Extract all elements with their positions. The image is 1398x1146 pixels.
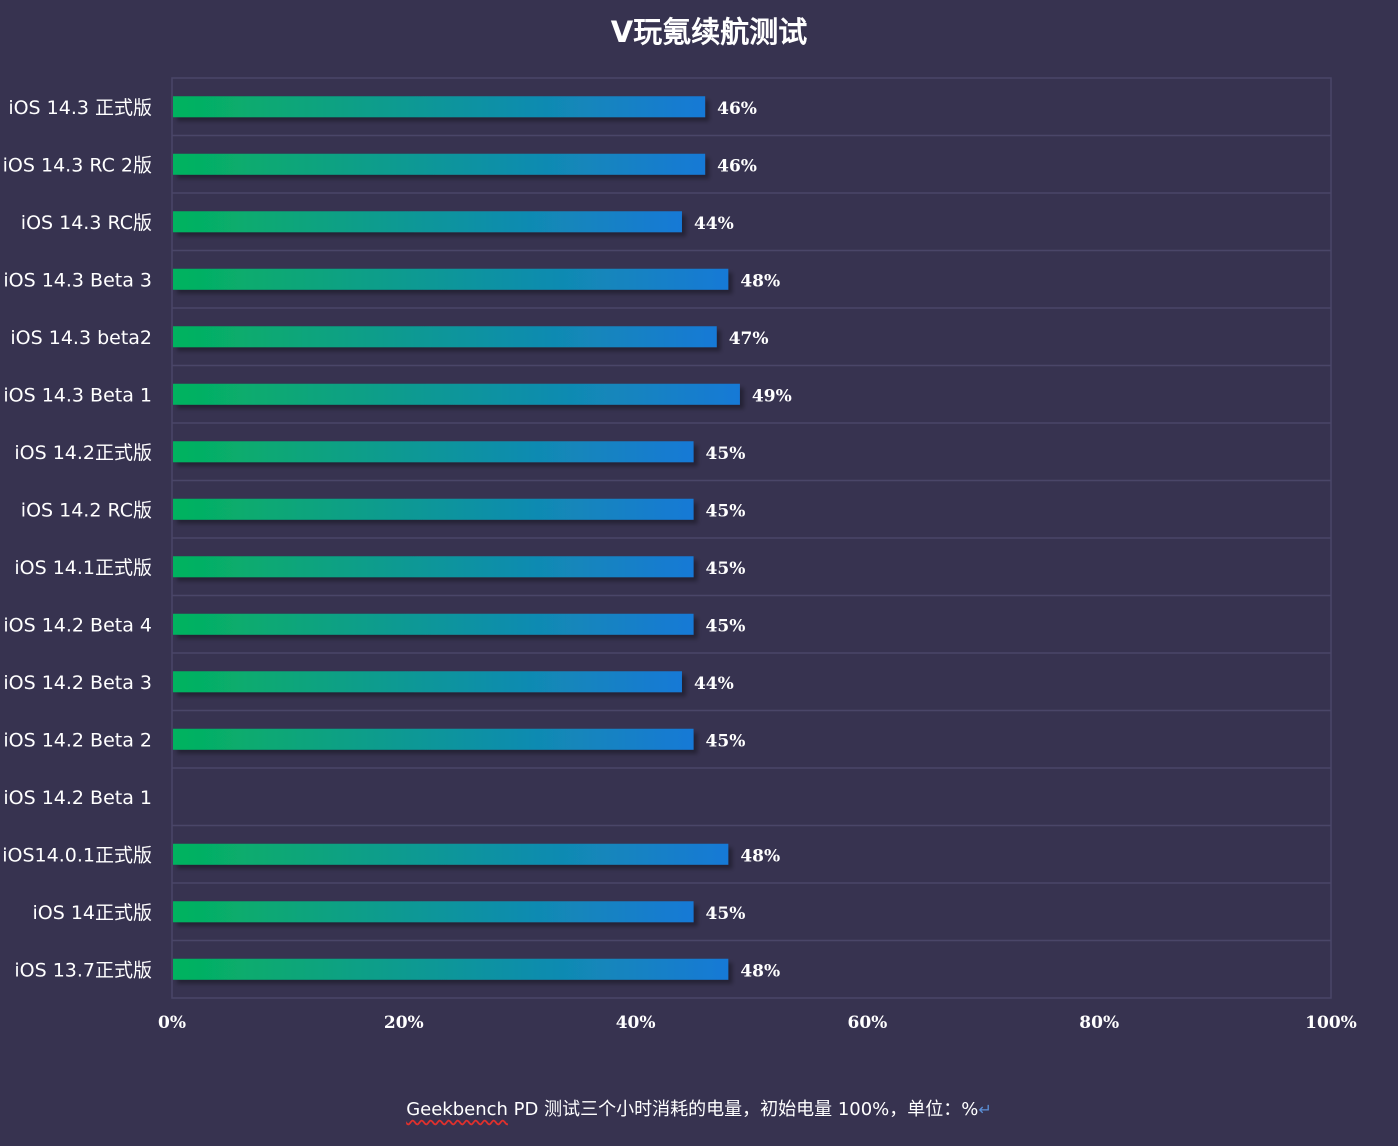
category-label: iOS 14.3 RC版	[21, 212, 152, 234]
data-label: 45%	[706, 559, 746, 579]
bar	[173, 326, 717, 348]
category-label: iOS 14正式版	[32, 902, 152, 924]
bar	[173, 671, 682, 693]
bar	[173, 153, 706, 175]
x-tick-label: 20%	[384, 1013, 424, 1033]
data-label: 45%	[706, 904, 746, 924]
category-label: iOS 13.7正式版	[14, 959, 152, 981]
category-label: iOS14.0.1正式版	[2, 844, 152, 866]
category-label: iOS 14.3 Beta 1	[3, 384, 152, 406]
bar	[173, 498, 694, 520]
data-label: 47%	[729, 329, 769, 349]
category-label: iOS 14.2 RC版	[21, 499, 152, 521]
bar	[173, 96, 706, 118]
bar	[173, 211, 682, 233]
bar	[173, 901, 694, 923]
return-mark-icon: ↵	[978, 1100, 992, 1119]
x-tick-label: 80%	[1079, 1013, 1119, 1033]
bar	[173, 268, 729, 290]
data-label: 45%	[706, 501, 746, 521]
category-label: iOS 14.3 RC 2版	[3, 154, 152, 176]
data-label: 48%	[740, 846, 780, 866]
labels: iOS 14.3 正式版 46% iOS 14.3 RC 2版 46% iOS 14.3…	[2, 97, 1357, 1033]
bar	[173, 843, 729, 865]
footnote-geekbench: Geekbench	[406, 1099, 508, 1120]
data-label: 45%	[706, 731, 746, 751]
data-label: 44%	[694, 674, 734, 694]
x-tick-label: 40%	[616, 1013, 656, 1033]
data-label: 49%	[752, 386, 792, 406]
category-label: iOS 14.3 Beta 3	[3, 269, 152, 291]
footnote: Geekbench PD 测试三个小时消耗的电量，初始电量 100%，单位：%↵	[0, 1095, 1398, 1121]
bar	[173, 441, 694, 463]
data-label: 48%	[740, 961, 780, 981]
data-label: 48%	[740, 271, 780, 291]
category-label: iOS 14.2 Beta 2	[3, 729, 152, 751]
bar	[173, 556, 694, 578]
data-label: 45%	[706, 444, 746, 464]
category-label: iOS 14.2 Beta 4	[3, 614, 152, 636]
category-label: iOS 14.2 Beta 1	[3, 787, 152, 809]
x-tick-label: 60%	[847, 1013, 887, 1033]
data-label: 46%	[717, 156, 757, 176]
category-label: iOS 14.1正式版	[14, 557, 152, 579]
data-label: 44%	[694, 214, 734, 234]
data-label: 45%	[706, 616, 746, 636]
x-tick-label: 100%	[1305, 1013, 1357, 1033]
x-tick-label: 0%	[158, 1013, 186, 1033]
bar	[173, 383, 740, 405]
bar	[173, 613, 694, 635]
category-label: iOS 14.3 beta2	[10, 327, 152, 349]
data-label: 46%	[717, 99, 757, 119]
bar	[173, 728, 694, 750]
footnote-text: PD 测试三个小时消耗的电量，初始电量 100%，单位：%	[507, 1099, 979, 1120]
category-label: iOS 14.3 正式版	[8, 97, 152, 119]
category-label: iOS 14.2正式版	[14, 442, 152, 464]
category-label: iOS 14.2 Beta 3	[3, 672, 152, 694]
grid	[171, 77, 1332, 999]
chart-title: V玩氪续航测试	[611, 15, 807, 49]
bar	[173, 958, 729, 980]
bars	[173, 96, 740, 980]
